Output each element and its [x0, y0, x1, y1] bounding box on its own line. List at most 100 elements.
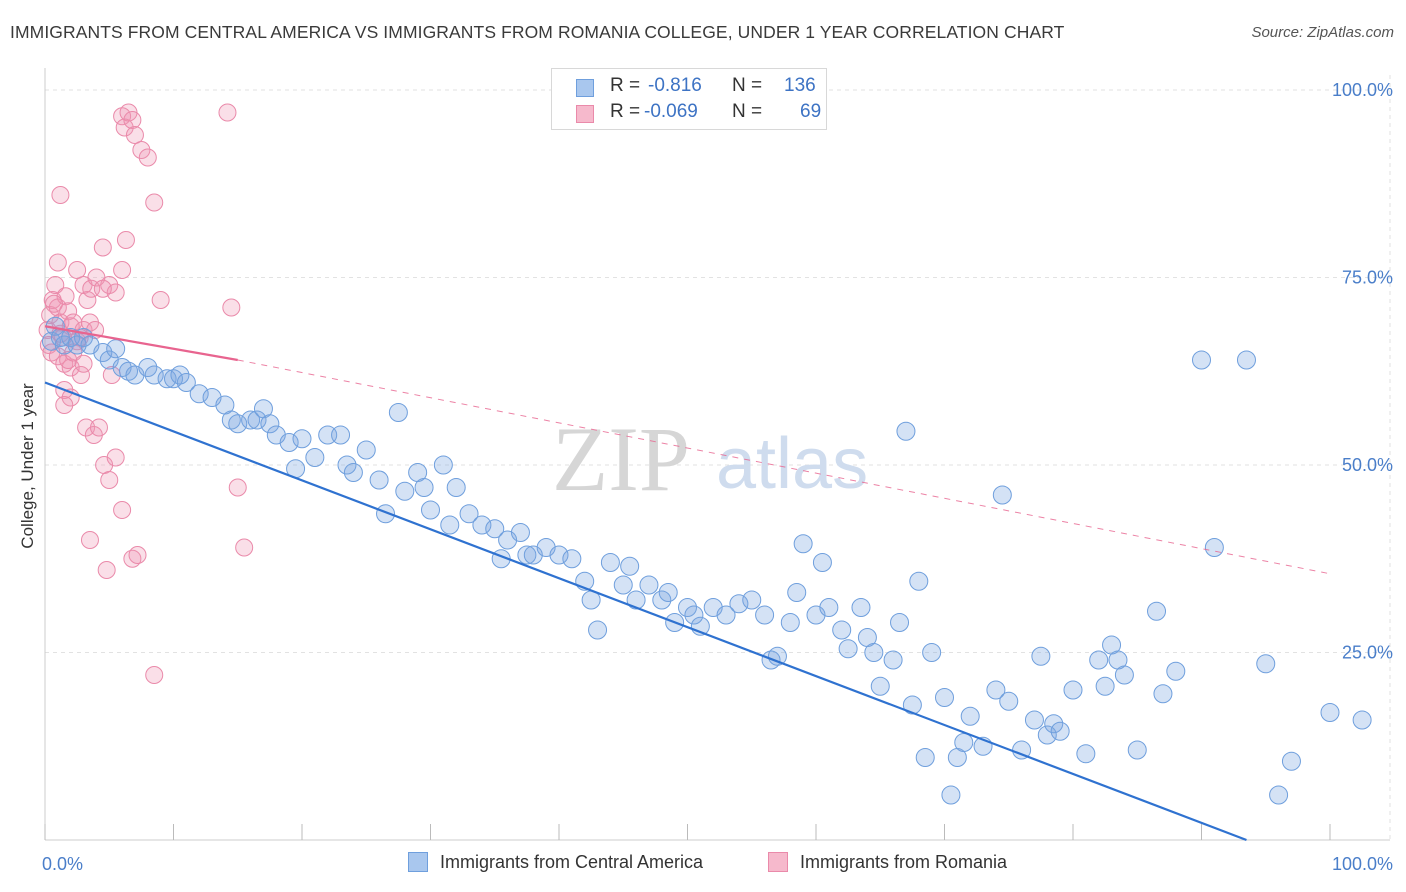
- point-romania: [113, 261, 132, 279]
- point-central-america: [1192, 350, 1211, 370]
- point-central-america: [896, 421, 916, 441]
- source-credit: Source: ZipAtlas.com: [1251, 24, 1394, 41]
- point-central-america: [93, 343, 113, 362]
- legend-r-value: -0.069: [644, 101, 698, 122]
- point-central-america: [890, 613, 910, 632]
- bottom-legend-central-america: Immigrants from Central America: [408, 852, 703, 873]
- legend-r-label: R =: [610, 75, 641, 96]
- point-central-america: [395, 481, 415, 501]
- point-central-america: [228, 414, 248, 434]
- point-central-america: [787, 583, 807, 602]
- point-central-america: [812, 553, 832, 572]
- point-central-america: [832, 620, 852, 640]
- point-romania: [77, 418, 96, 437]
- point-romania: [115, 118, 134, 137]
- point-central-america: [909, 571, 929, 591]
- point-central-america: [588, 620, 608, 640]
- point-central-america: [652, 590, 672, 610]
- point-central-america: [241, 410, 261, 430]
- watermark-zip: ZIP: [552, 408, 690, 510]
- point-romania: [59, 302, 78, 321]
- point-central-america: [176, 373, 196, 392]
- point-central-america: [819, 598, 839, 617]
- legend-n-label: N =: [732, 101, 763, 122]
- watermark-atlas: atlas: [716, 424, 868, 504]
- point-central-america: [292, 429, 312, 449]
- point-romania: [46, 276, 65, 294]
- point-romania: [41, 306, 60, 324]
- grid-lines: [45, 75, 1391, 840]
- point-romania: [218, 103, 237, 122]
- point-romania: [106, 448, 125, 467]
- point-central-america: [1076, 744, 1096, 764]
- trend-lines: [44, 325, 1331, 842]
- point-central-america: [1044, 714, 1064, 734]
- point-central-america: [376, 504, 396, 524]
- point-central-america: [414, 478, 434, 497]
- point-central-america: [1281, 751, 1301, 771]
- point-central-america: [1147, 601, 1167, 621]
- point-central-america: [729, 594, 749, 614]
- point-central-america: [1037, 725, 1057, 745]
- point-romania: [74, 354, 93, 373]
- point-romania: [89, 418, 108, 437]
- point-central-america: [716, 605, 736, 625]
- point-central-america: [935, 688, 954, 707]
- point-central-america: [658, 583, 678, 602]
- point-central-america: [992, 485, 1012, 505]
- point-central-america: [1050, 721, 1070, 741]
- points-central-america: [41, 316, 1372, 805]
- point-central-america: [433, 455, 453, 475]
- point-central-america: [902, 695, 922, 715]
- point-central-america: [440, 515, 460, 535]
- point-central-america: [742, 590, 762, 610]
- point-central-america: [562, 549, 582, 569]
- point-central-america: [1166, 661, 1186, 681]
- y-tick-label: 50.0%: [1342, 455, 1393, 475]
- x-tick-label: 100.0%: [1332, 854, 1393, 874]
- legend-n-label: N =: [732, 75, 763, 96]
- y-tick-label: 25.0%: [1342, 643, 1393, 663]
- point-central-america: [883, 650, 903, 670]
- point-central-america: [915, 748, 935, 767]
- point-central-america: [279, 433, 299, 452]
- point-central-america: [356, 440, 376, 460]
- point-central-america: [1256, 654, 1276, 674]
- point-central-america: [793, 534, 813, 554]
- point-romania: [100, 471, 119, 489]
- point-central-america: [164, 369, 183, 389]
- point-romania: [128, 546, 147, 564]
- point-central-america: [1320, 703, 1340, 722]
- trend-line-romania-extension: [237, 359, 1331, 575]
- point-romania: [93, 238, 112, 257]
- point-central-america: [189, 384, 209, 404]
- y-tick-label: 100.0%: [1332, 80, 1393, 100]
- point-central-america: [343, 463, 363, 482]
- point-romania: [97, 561, 116, 579]
- tick-labels: 25.0% 50.0% 75.0% 100.0% 0.0% 100.0%: [42, 80, 1393, 874]
- point-romania: [222, 298, 241, 317]
- point-central-america: [1352, 710, 1372, 730]
- point-central-america: [1063, 680, 1083, 700]
- point-central-america: [999, 691, 1019, 711]
- point-central-america: [170, 365, 190, 385]
- point-central-america: [851, 598, 871, 617]
- point-central-america: [144, 365, 164, 385]
- bottom-legend-romania: Immigrants from Romania: [768, 852, 1007, 873]
- point-romania: [138, 148, 157, 167]
- points-romania: [38, 103, 254, 684]
- point-romania: [113, 501, 132, 519]
- point-central-america: [1127, 740, 1147, 760]
- point-central-america: [870, 676, 890, 696]
- point-central-america: [626, 590, 646, 610]
- point-central-america: [1153, 684, 1173, 704]
- point-central-america: [960, 706, 980, 726]
- trend-line-central-america: [44, 381, 1247, 842]
- point-central-america: [755, 605, 775, 625]
- point-central-america: [388, 403, 408, 422]
- x-tick-label: 0.0%: [42, 854, 83, 874]
- legend-n-value: 69: [800, 101, 822, 122]
- bottom-legend-label: Immigrants from Romania: [800, 852, 1008, 872]
- legend-swatch-blue: [576, 79, 594, 97]
- point-central-america: [639, 575, 659, 595]
